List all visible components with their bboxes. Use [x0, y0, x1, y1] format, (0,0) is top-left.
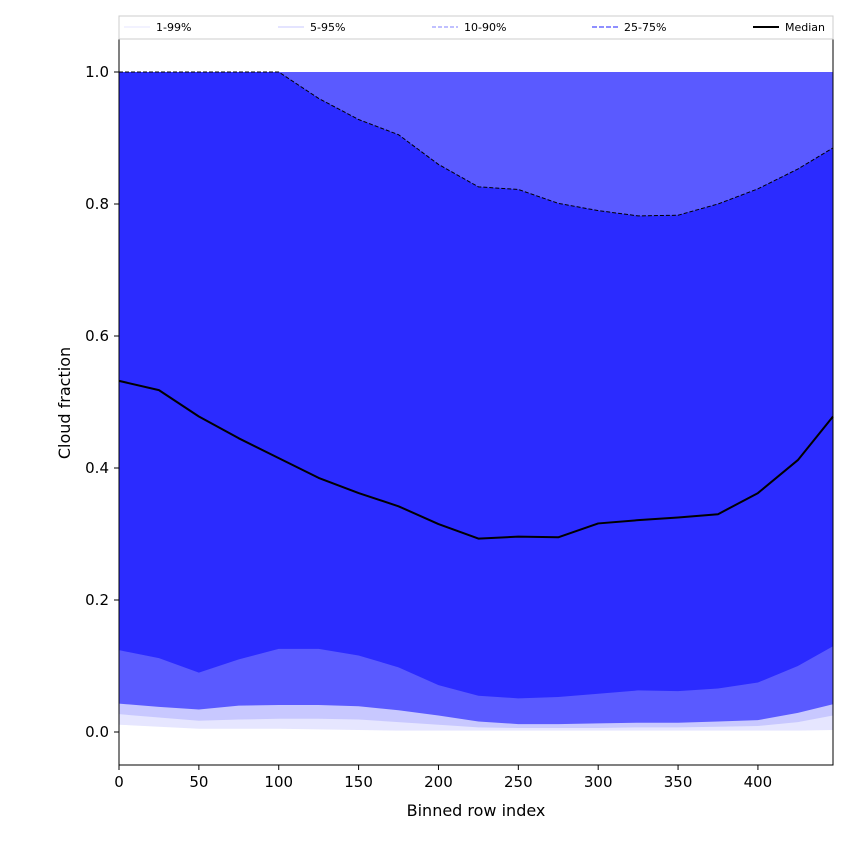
legend-label: Median — [785, 21, 825, 34]
legend-label: 25-75% — [624, 21, 666, 34]
x-tick-label: 0 — [114, 773, 124, 791]
band-25-75-area — [119, 72, 833, 699]
x-tick-label: 400 — [744, 773, 773, 791]
median-line — [118, 379, 834, 540]
x-tick-label: 200 — [424, 773, 453, 791]
legend-item-5-95: 5-95% — [278, 21, 345, 34]
legend-item-1-99: 1-99% — [124, 21, 191, 34]
percentile-bands — [119, 71, 834, 731]
legend-label: 10-90% — [464, 21, 506, 34]
y-tick-label: 1.0 — [85, 63, 109, 81]
legend-item-10-90: 10-90% — [432, 21, 506, 34]
band-25-75-upper-edge — [119, 71, 834, 217]
x-tick-label: 350 — [664, 773, 693, 791]
y-tick-label: 0.6 — [85, 327, 109, 345]
y-tick-label: 0.0 — [85, 723, 109, 741]
y-axis-label: Cloud fraction — [55, 347, 74, 459]
x-tick-label: 250 — [504, 773, 533, 791]
y-tick-label: 0.4 — [85, 459, 109, 477]
x-tick-label: 100 — [264, 773, 293, 791]
y-tick-label: 0.2 — [85, 591, 109, 609]
legend-item-25-75: 25-75% — [592, 21, 666, 34]
x-tick-label: 50 — [189, 773, 208, 791]
legend-box — [118, 15, 834, 40]
legend-label: 5-95% — [310, 21, 345, 34]
legend-label: 1-99% — [156, 21, 191, 34]
x-axis-label: Binned row index — [407, 801, 546, 820]
median-series — [118, 379, 834, 540]
legend: 1-99% 5-95% 10-90% 25-75% Median — [118, 15, 834, 40]
legend-item-median: Median — [753, 21, 825, 34]
x-tick-label: 150 — [344, 773, 373, 791]
y-tick-label: 0.8 — [85, 195, 109, 213]
axes: 0 50 100 150 200 250 300 350 400 0.0 0.2 0.4 0.6 0.8 1… — [85, 38, 834, 791]
x-tick-label: 300 — [584, 773, 613, 791]
